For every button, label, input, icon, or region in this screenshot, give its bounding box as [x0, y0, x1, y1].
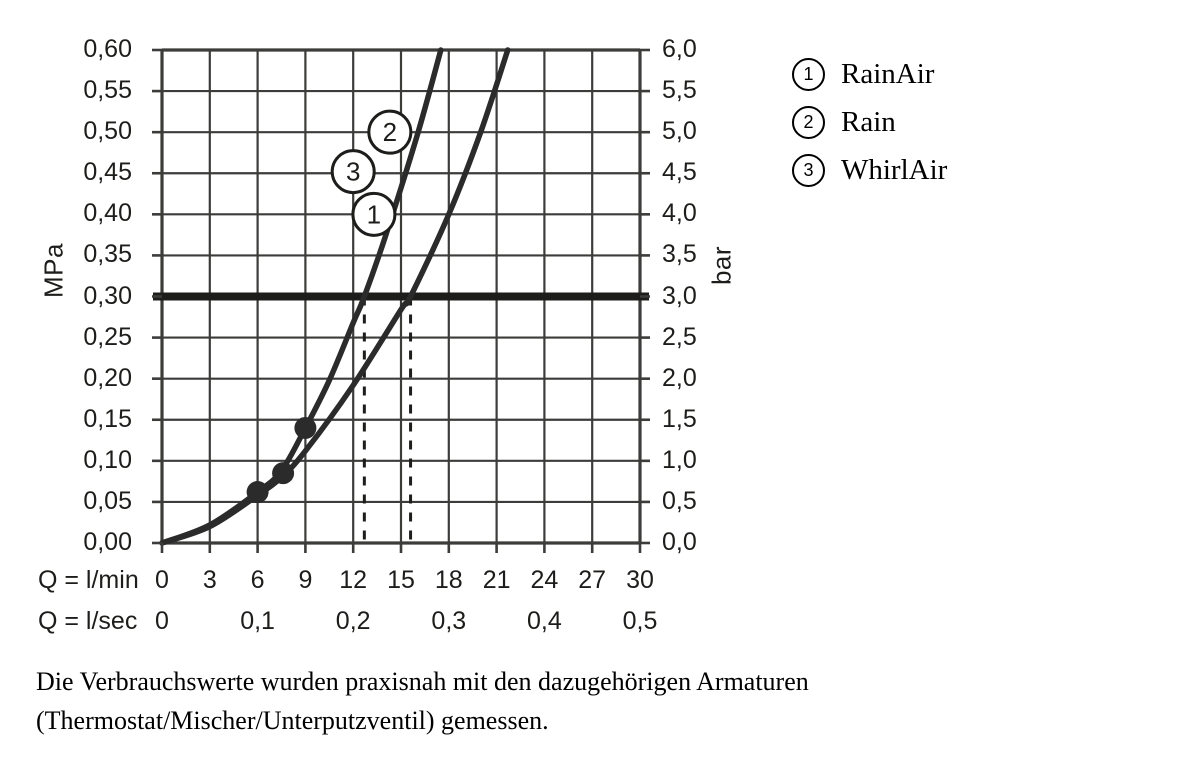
y-axis-right-tick-labels: 6,0 5,5 5,0 4,5 4,0 3,5 3,0 2,5 2,0 1,5 1,0 0,5 0,0	[662, 0, 752, 560]
x-tick-lmin-10: 30	[626, 566, 654, 594]
x-tick-lmin-9: 27	[578, 566, 607, 594]
y-tick-right-5: 3,5	[662, 240, 697, 269]
legend-item-label: Rain	[841, 105, 896, 138]
data-point-markers	[246, 416, 317, 504]
legend-item-whirlair[interactable]: 3 WhirlAir	[792, 146, 947, 194]
y-tick-left-5: 0,35	[83, 240, 132, 269]
y-tick-right-3: 4,5	[662, 158, 697, 187]
y-tick-left-7: 0,25	[83, 322, 132, 351]
y-tick-left-0: 0,60	[83, 35, 132, 63]
y-tick-right-12: 0,0	[662, 528, 697, 556]
y-tick-left-2: 0,50	[83, 117, 132, 146]
legend-number-badge-icon: 2	[792, 105, 825, 139]
legend-item-label: RainAir	[841, 57, 935, 90]
y-tick-right-0: 6,0	[662, 35, 697, 63]
y-tick-left-8: 0,20	[83, 363, 132, 392]
y-tick-left-9: 0,15	[83, 404, 132, 433]
svg-text:1: 1	[367, 199, 381, 229]
x-tick-lmin-0: 0	[155, 566, 169, 594]
legend-number-badge-icon: 3	[792, 153, 825, 187]
curve-callout-badges: 32 1	[330, 109, 413, 237]
y-tick-right-1: 5,5	[662, 76, 697, 105]
x-tick-lmin-4: 12	[339, 566, 368, 594]
y-tick-right-4: 4,0	[662, 199, 697, 228]
legend-item-rain[interactable]: 2 Rain	[792, 98, 947, 146]
x-tick-lmin-8: 24	[530, 566, 559, 594]
y-tick-left-12: 0,00	[83, 528, 132, 556]
x-tick-lmin-5: 15	[387, 566, 415, 594]
y-tick-right-9: 1,5	[662, 404, 697, 433]
x-tick-lsec-2: 0,2	[335, 607, 371, 635]
y-tick-left-10: 0,10	[83, 445, 132, 474]
y-tick-right-8: 2,0	[662, 363, 697, 392]
y-axis-left-tick-labels: 0,60 0,55 0,50 0,45 0,40 0,35 0,30 0,25 0,20 0,15…	[0, 0, 132, 560]
x-tick-lsec-4: 0,4	[527, 607, 562, 635]
y-tick-left-11: 0,05	[83, 486, 132, 515]
x-axis-row-lsec-label: Q = l/sec	[38, 607, 138, 635]
svg-text:2: 2	[383, 117, 397, 147]
legend-number-badge-icon: 1	[792, 57, 825, 91]
y-tick-right-6: 3,0	[662, 281, 697, 310]
plot-area: 32 1	[152, 47, 650, 553]
x-tick-lmin-1: 3	[202, 566, 217, 594]
x-tick-lmin-3: 9	[298, 566, 313, 594]
svg-text:3: 3	[346, 157, 360, 187]
dashed-reference-lines	[362, 296, 413, 543]
x-tick-lsec-1: 0,1	[240, 607, 275, 635]
y-tick-left-6: 0,30	[83, 281, 132, 310]
x-tick-lsec-0: 0	[155, 607, 169, 635]
y-tick-left-4: 0,40	[83, 199, 132, 228]
y-tick-left-3: 0,45	[83, 158, 132, 187]
x-tick-lmin-7: 21	[482, 566, 511, 594]
axis-tick-marks	[152, 48, 650, 553]
x-axis-row-lmin-label: Q = l/min	[38, 566, 139, 594]
legend-item-rainair[interactable]: 1 RainAir	[792, 50, 947, 98]
legend: 1 RainAir 2 Rain 3 WhirlAir	[792, 50, 947, 194]
y-tick-left-1: 0,55	[83, 76, 132, 105]
x-tick-lsec-3: 0,3	[431, 607, 467, 635]
legend-item-label: WhirlAir	[841, 153, 948, 186]
y-tick-right-7: 2,5	[662, 322, 697, 351]
y-tick-right-2: 5,0	[662, 117, 697, 146]
x-tick-lmin-2: 6	[250, 566, 265, 594]
x-tick-lsec-5: 0,5	[622, 607, 658, 635]
y-tick-right-10: 1,0	[662, 445, 697, 474]
figure-caption: Die Verbrauchswerte wurden praxisnah mit…	[36, 667, 809, 735]
x-tick-lmin-6: 18	[434, 566, 463, 594]
y-tick-right-11: 0,5	[662, 486, 697, 515]
